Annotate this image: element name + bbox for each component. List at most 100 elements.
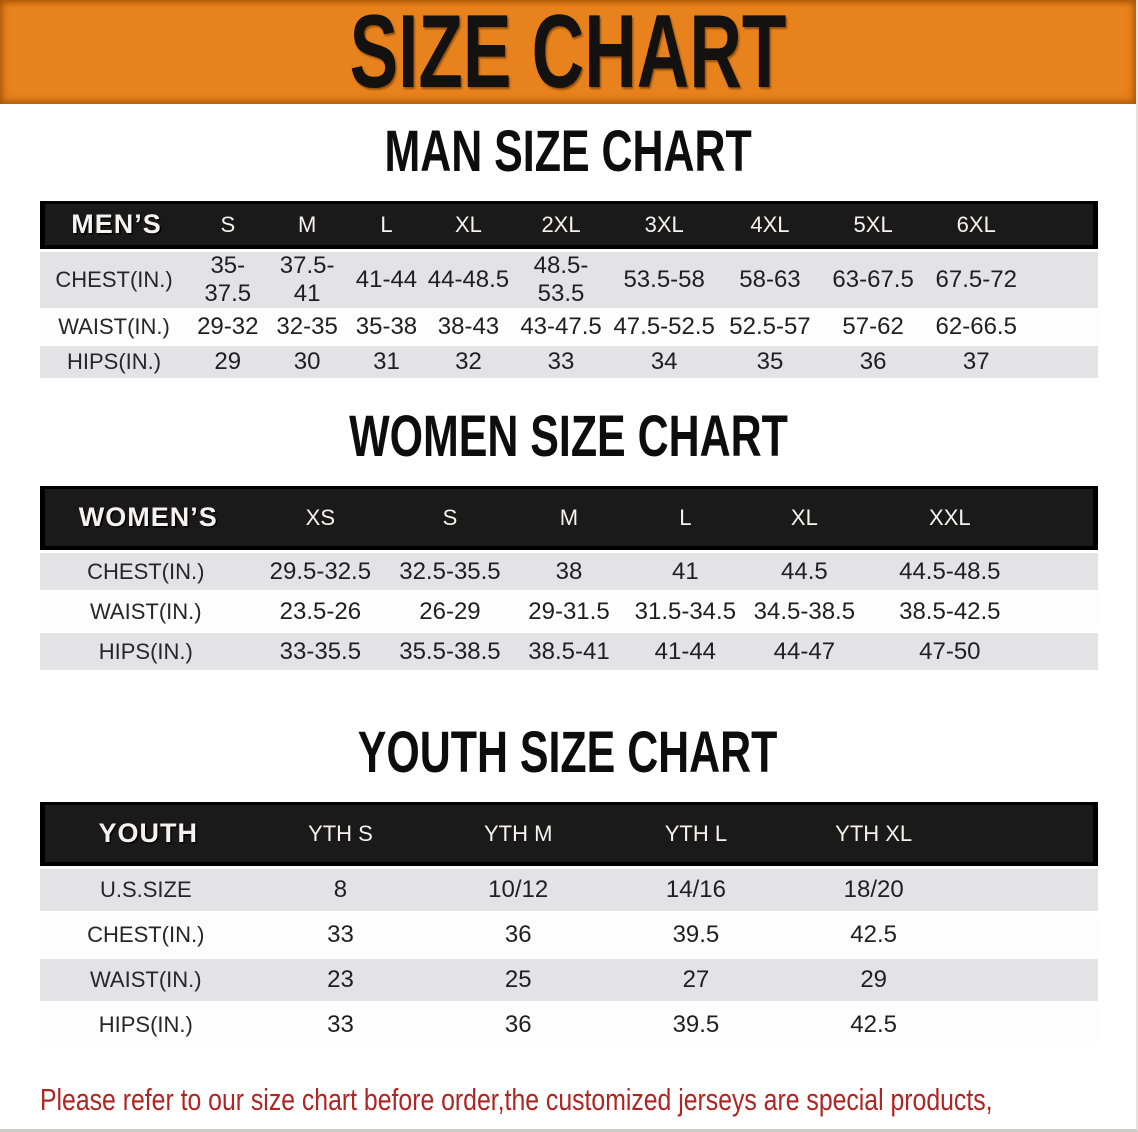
men-col-header: M: [267, 201, 347, 249]
size-cell: 14/16: [607, 869, 785, 911]
size-cell: 36: [429, 1004, 608, 1046]
size-cell: 47-50: [865, 633, 1035, 670]
size-cell: 23: [251, 959, 430, 1001]
size-cell: 23.5-26: [251, 593, 390, 630]
youth-table-label: YOUTH: [40, 802, 252, 866]
row-spacer: [962, 959, 1098, 1001]
men-col-header: 2XL: [510, 201, 612, 249]
size-cell: 44-48.5: [426, 252, 511, 308]
row-spacer: [1029, 346, 1098, 378]
women-col-header: S: [389, 486, 511, 550]
youth-section: YOUTH SIZE CHART YOUTH YTH S YTH M YTH L…: [0, 720, 1136, 1049]
row-label: CHEST(IN.): [40, 252, 189, 308]
men-row-hips: HIPS(IN.) 29 30 31 32 33 34 35 36 37: [40, 346, 1098, 378]
men-col-header: S: [188, 201, 268, 249]
row-spacer: [1034, 593, 1098, 630]
size-cell: 31: [346, 346, 427, 378]
size-cell: 41: [627, 553, 744, 590]
size-cell: 32: [426, 346, 511, 378]
size-cell: 37.5-41: [267, 252, 347, 308]
size-cell: 33: [251, 914, 430, 956]
size-cell: 33: [510, 346, 612, 378]
size-cell: 30: [267, 346, 347, 378]
men-section: MAN SIZE CHART MEN’S S M L XL 2XL 3XL 4X…: [0, 119, 1136, 381]
youth-header-row: YOUTH YTH S YTH M YTH L YTH XL: [40, 802, 1098, 866]
size-cell: 37: [923, 346, 1030, 378]
size-cell: 25: [429, 959, 608, 1001]
row-label: HIPS(IN.): [40, 1004, 252, 1046]
row-spacer: [962, 914, 1098, 956]
women-col-header: XS: [251, 486, 390, 550]
size-cell: 38.5-41: [510, 633, 628, 670]
men-col-header: L: [346, 201, 427, 249]
size-cell: 27: [607, 959, 785, 1001]
size-cell: 36: [429, 914, 608, 956]
men-col-header: XL: [426, 201, 511, 249]
men-header-spacer: [1029, 201, 1098, 249]
size-cell: 29-32: [188, 311, 268, 343]
row-spacer: [1029, 311, 1098, 343]
banner: SIZE CHART: [0, 0, 1136, 104]
women-col-header: XL: [743, 486, 866, 550]
men-col-header: 5XL: [822, 201, 924, 249]
women-header-spacer: [1034, 486, 1098, 550]
women-col-header: M: [510, 486, 628, 550]
size-cell: 35: [717, 346, 823, 378]
size-cell: 34.5-38.5: [743, 593, 866, 630]
row-label: WAIST(IN.): [40, 593, 252, 630]
women-chart-heading: WOMEN SIZE CHART: [348, 404, 788, 469]
size-cell: 43-47.5: [510, 311, 612, 343]
size-cell: 41-44: [346, 252, 427, 308]
men-col-header: 3XL: [611, 201, 718, 249]
size-cell: 39.5: [607, 914, 785, 956]
youth-size-table: YOUTH YTH S YTH M YTH L YTH XL U.S.SIZE …: [40, 799, 1098, 1049]
size-cell: 26-29: [389, 593, 511, 630]
size-cell: 48.5-53.5: [510, 252, 612, 308]
size-cell: 67.5-72: [923, 252, 1030, 308]
youth-chart-heading: YOUTH SIZE CHART: [358, 720, 778, 785]
size-cell: 10/12: [429, 869, 608, 911]
men-header-row: MEN’S S M L XL 2XL 3XL 4XL 5XL 6XL: [40, 201, 1098, 249]
row-label: WAIST(IN.): [40, 959, 252, 1001]
men-chart-heading: MAN SIZE CHART: [384, 119, 752, 184]
row-label: CHEST(IN.): [40, 553, 252, 590]
row-spacer: [1029, 252, 1098, 308]
women-col-header: XXL: [865, 486, 1035, 550]
men-col-header: 6XL: [923, 201, 1030, 249]
row-label: WAIST(IN.): [40, 311, 189, 343]
men-col-header: 4XL: [717, 201, 823, 249]
row-spacer: [1034, 553, 1098, 590]
size-cell: 18/20: [784, 869, 963, 911]
size-cell: 32.5-35.5: [389, 553, 511, 590]
disclaimer: Please refer to our size chart before or…: [40, 1077, 1136, 1129]
size-cell: 29-31.5: [510, 593, 628, 630]
youth-row-waist: WAIST(IN.) 23 25 27 29: [40, 959, 1098, 1001]
size-cell: 34: [611, 346, 718, 378]
women-row-waist: WAIST(IN.) 23.5-26 26-29 29-31.5 31.5-34…: [40, 593, 1098, 630]
women-row-chest: CHEST(IN.) 29.5-32.5 32.5-35.5 38 41 44.…: [40, 553, 1098, 590]
women-size-table: WOMEN’S XS S M L XL XXL CHEST(IN.) 29.5-…: [40, 483, 1098, 673]
size-cell: 35.5-38.5: [389, 633, 511, 670]
size-cell: 33-35.5: [251, 633, 390, 670]
size-cell: 35-37.5: [188, 252, 268, 308]
row-spacer: [962, 869, 1098, 911]
size-cell: 44.5: [743, 553, 866, 590]
size-cell: 44.5-48.5: [865, 553, 1035, 590]
size-cell: 29: [784, 959, 963, 1001]
women-table-label: WOMEN’S: [40, 486, 252, 550]
youth-col-header: YTH XL: [784, 802, 963, 866]
disclaimer-line-1: Please refer to our size chart before or…: [40, 1082, 993, 1117]
size-cell: 47.5-52.5: [611, 311, 718, 343]
row-label: HIPS(IN.): [40, 346, 189, 378]
youth-col-header: YTH L: [607, 802, 785, 866]
women-col-header: L: [627, 486, 744, 550]
men-size-table: MEN’S S M L XL 2XL 3XL 4XL 5XL 6XL CHEST…: [40, 198, 1098, 381]
size-cell: 41-44: [627, 633, 744, 670]
page-title: SIZE CHART: [349, 0, 787, 110]
size-cell: 39.5: [607, 1004, 785, 1046]
size-cell: 8: [251, 869, 430, 911]
youth-row-hips: HIPS(IN.) 33 36 39.5 42.5: [40, 1004, 1098, 1046]
youth-col-header: YTH S: [251, 802, 430, 866]
women-section: WOMEN SIZE CHART WOMEN’S XS S M L XL XXL: [0, 404, 1136, 673]
